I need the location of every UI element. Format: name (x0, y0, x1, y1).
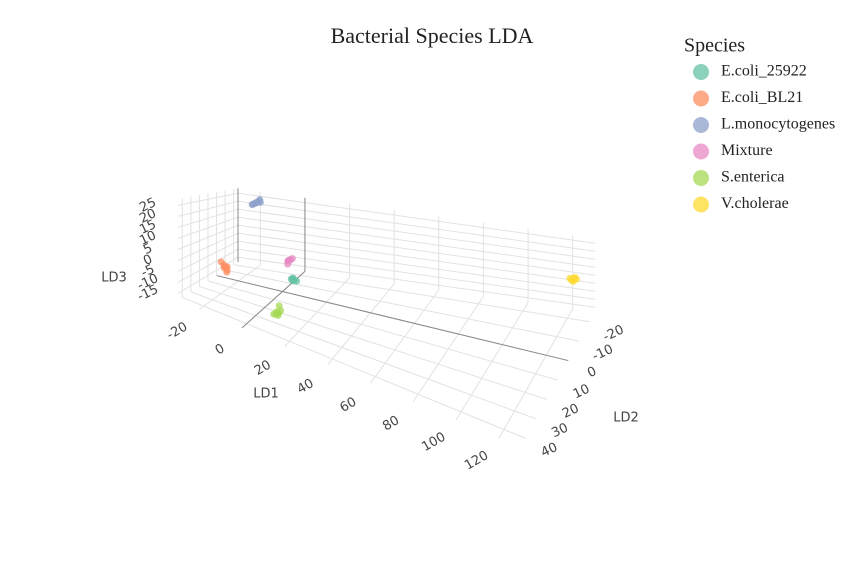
legend-marker (693, 170, 709, 186)
grid-line (177, 256, 239, 294)
z-axis-title: LD3 (101, 271, 127, 286)
grid-line (225, 269, 580, 342)
x-tick-label: 40 (295, 376, 317, 397)
x-tick-label: -20 (164, 319, 190, 343)
data-point (223, 263, 231, 271)
legend-marker (693, 117, 709, 133)
x-tick-label: 100 (419, 430, 448, 455)
data-point (217, 258, 225, 266)
data-point (569, 277, 577, 285)
x-axis-title: LD1 (253, 387, 279, 402)
grid-line (182, 296, 526, 439)
grid-line (190, 291, 537, 420)
data-point (288, 255, 296, 263)
grid-line (177, 232, 239, 261)
z-tick-label: 20 (137, 206, 158, 227)
legend-label: V.cholerae (721, 195, 789, 212)
grid-line (207, 280, 558, 381)
grid-line (237, 248, 596, 300)
chart-title: Bacterial Species LDA (331, 23, 534, 48)
y-tick-label: 0 (585, 364, 599, 381)
y-axis-title: LD2 (613, 411, 639, 426)
legend-label: Mixture (721, 142, 773, 159)
x-tick-label: 120 (462, 448, 491, 473)
grid-line (177, 200, 239, 217)
grid-line (177, 224, 239, 250)
y-tick-label: -20 (601, 322, 627, 345)
legend-label: E.coli_25922 (721, 63, 807, 80)
grid-line (177, 192, 239, 206)
z-tick-label: 25 (137, 195, 158, 216)
grid-line (237, 208, 596, 260)
grid-line (233, 264, 590, 323)
y-tick-label: 40 (539, 440, 560, 461)
grid-line (237, 192, 596, 244)
data-point (284, 260, 292, 268)
legend-label: E.coli_BL21 (721, 89, 803, 106)
z-tick-label: 15 (137, 217, 158, 238)
grid-line (199, 285, 547, 400)
grid-line (237, 256, 596, 308)
legend-label: L.monocytogenes (721, 116, 835, 133)
legend-title: Species (684, 35, 745, 57)
z-tick-label: -5 (139, 262, 157, 281)
y-tick-label: 10 (571, 382, 592, 403)
axis-edge (216, 275, 569, 362)
data-point (270, 310, 278, 318)
x-tick-label: 60 (337, 395, 359, 416)
grid-line (177, 240, 239, 272)
grid-line (237, 200, 596, 252)
x-tick-label: 0 (213, 341, 228, 358)
y-tick-label: -10 (590, 342, 616, 365)
grid-line (237, 224, 596, 276)
grid-line (177, 248, 239, 283)
grid-line (177, 216, 239, 239)
legend-label: S.enterica (721, 169, 785, 186)
x-tick-label: 80 (380, 413, 402, 434)
z-tick-label: 10 (137, 228, 158, 249)
x-tick-label: 20 (252, 358, 274, 379)
data-point (275, 302, 283, 310)
grid-line (237, 232, 596, 284)
grid-line (177, 208, 239, 228)
legend-marker (693, 64, 709, 80)
legend-marker (693, 196, 709, 213)
legend-marker (693, 90, 709, 107)
data-point (256, 196, 264, 204)
grid-line (237, 240, 596, 292)
data-point (291, 276, 299, 284)
grid-line (237, 216, 596, 268)
y-tick-label: 30 (549, 421, 570, 442)
y-tick-label: 20 (560, 401, 581, 422)
legend-marker (693, 143, 709, 160)
data-point (248, 201, 256, 209)
